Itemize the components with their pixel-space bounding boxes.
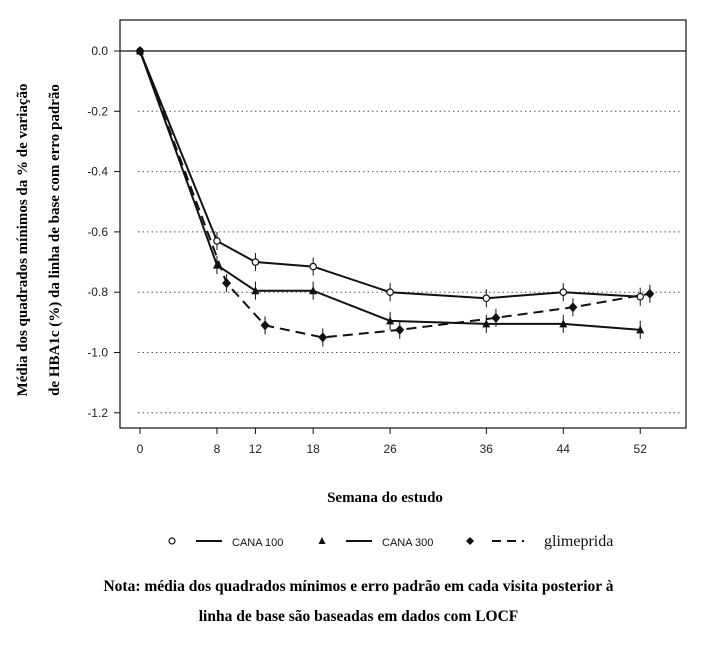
x-tick-label: 26 xyxy=(383,442,397,456)
x-axis-label: Semana do estudo xyxy=(327,490,443,506)
series-line xyxy=(139,50,651,339)
x-tick-label: 12 xyxy=(249,442,263,456)
x-tick-label: 52 xyxy=(634,442,648,456)
data-point xyxy=(395,324,405,335)
x-tick-label: 8 xyxy=(214,442,221,456)
chart: 0.0 -0.2 -0.4 -0.6 -0.8 -1.0 -1.2 0 8 12 18 26 36 44… xyxy=(15,19,687,550)
data-point xyxy=(222,278,232,289)
data-point xyxy=(251,286,260,295)
y-tick-label: -1.0 xyxy=(87,346,108,360)
series-line xyxy=(139,50,641,300)
data-point xyxy=(386,316,395,325)
data-point xyxy=(645,288,655,299)
legend-item-cana300: CANA 300 xyxy=(318,537,433,549)
series-line xyxy=(139,50,641,331)
data-point xyxy=(212,260,221,269)
legend-label-cana100: CANA 100 xyxy=(232,537,283,549)
data-point xyxy=(309,262,317,271)
legend-item-glimeprida: glimeprida xyxy=(466,533,613,550)
legend: CANA 100 CANA 300 glimeprida xyxy=(168,533,613,550)
y-tick-label: -0.6 xyxy=(87,225,108,239)
data-point xyxy=(568,302,578,313)
x-axis: 0 8 12 18 26 36 44 52 xyxy=(137,428,648,456)
series-glimeprida xyxy=(135,46,655,347)
x-tick-label: 0 xyxy=(137,442,144,456)
data-point xyxy=(491,312,501,323)
legend-item-cana100: CANA 100 xyxy=(168,537,283,549)
data-point xyxy=(309,286,318,295)
series-cana-300 xyxy=(136,46,645,339)
data-point xyxy=(559,288,568,297)
y-tick-label: 0.0 xyxy=(91,44,108,58)
grid-lines xyxy=(138,110,680,414)
data-point xyxy=(213,237,221,245)
y-tick-label: -0.4 xyxy=(87,165,108,179)
plot-frame xyxy=(119,19,687,429)
y-axis-label-line1: Média dos quadrados mínimos da % de vari… xyxy=(15,84,31,397)
data-point xyxy=(386,288,394,297)
legend-marker-glimeprida xyxy=(466,537,474,545)
data-point xyxy=(260,320,270,331)
data-point xyxy=(636,325,645,334)
note-line1: Nota: média dos quadrados mínimos e erro… xyxy=(103,578,614,595)
data-point xyxy=(482,319,491,328)
legend-label-cana300: CANA 300 xyxy=(382,537,433,549)
data-point xyxy=(251,258,260,266)
x-tick-label: 44 xyxy=(557,442,571,456)
data-point xyxy=(135,46,145,56)
series-cana-100 xyxy=(136,47,645,308)
y-tick-label: -1.2 xyxy=(87,406,108,420)
data-point xyxy=(318,332,328,343)
y-axis: 0.0 -0.2 -0.4 -0.6 -0.8 -1.0 -1.2 xyxy=(87,44,120,420)
y-tick-label: -0.2 xyxy=(87,104,108,118)
series-layer xyxy=(135,46,655,347)
x-tick-label: 18 xyxy=(306,442,320,456)
note-line2: linha de base são baseadas em dados com … xyxy=(198,608,519,625)
legend-marker-cana300 xyxy=(318,537,326,544)
x-tick-label: 36 xyxy=(480,442,494,456)
legend-marker-cana100 xyxy=(168,537,176,545)
data-point xyxy=(482,294,491,303)
y-tick-label: -0.8 xyxy=(87,285,108,299)
y-axis-label-line2: de HBA1c (%) da linha de base com erro p… xyxy=(47,84,63,396)
legend-label-glimeprida: glimeprida xyxy=(544,533,613,550)
data-point xyxy=(559,319,568,328)
